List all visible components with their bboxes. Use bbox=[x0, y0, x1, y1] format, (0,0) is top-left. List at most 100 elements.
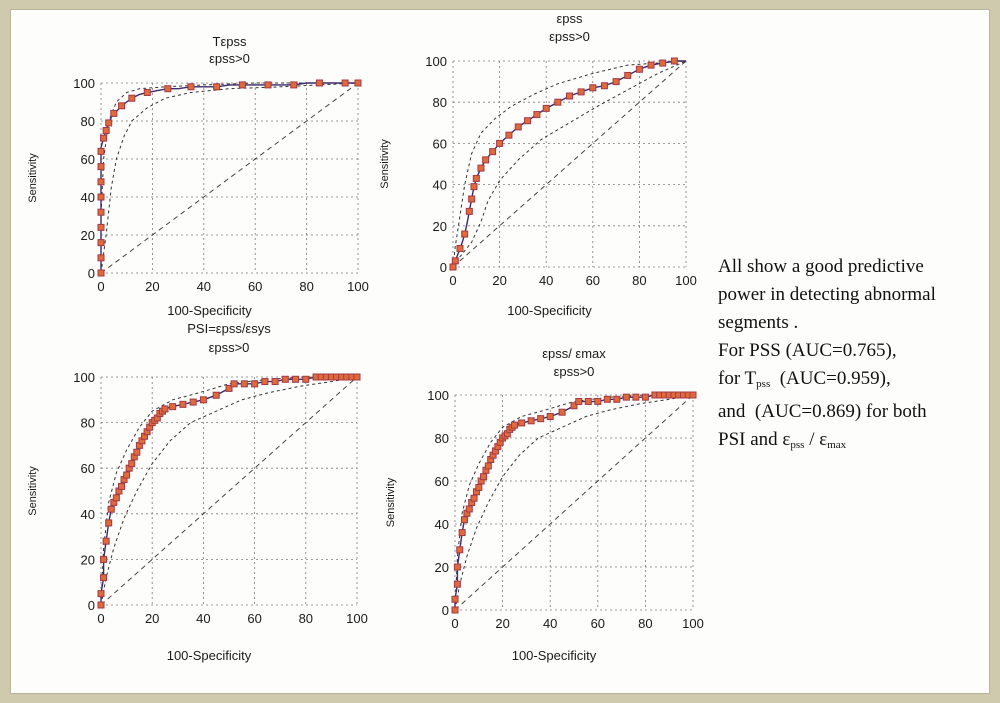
roc-point bbox=[461, 230, 469, 238]
x-tick-label: 20 bbox=[145, 279, 159, 294]
x-axis-label: 100-Specificity bbox=[512, 648, 597, 663]
chart-title-line: εpss/ εmax bbox=[542, 346, 606, 361]
roc-point bbox=[112, 494, 120, 502]
ci-upper-curve bbox=[452, 60, 687, 268]
roc-point bbox=[240, 380, 248, 388]
roc-point bbox=[271, 378, 279, 386]
caption-line-4: For PSS (AUC=0.765), bbox=[718, 340, 897, 361]
y-axis-label: Sensitivity bbox=[379, 139, 391, 189]
roc-point bbox=[482, 156, 490, 164]
roc-point bbox=[589, 84, 597, 92]
roc-point bbox=[470, 183, 478, 191]
y-tick-label: 60 bbox=[433, 136, 447, 151]
roc-point bbox=[524, 117, 532, 125]
slide-frame bbox=[10, 9, 990, 694]
roc-point bbox=[511, 421, 518, 429]
x-tick-label: 100 bbox=[682, 616, 704, 631]
x-axis-label: 100-Specificity bbox=[507, 303, 592, 318]
y-tick-label: 80 bbox=[435, 431, 449, 446]
y-tick-label: 60 bbox=[81, 461, 95, 476]
y-tick-label: 20 bbox=[81, 552, 95, 567]
x-tick-label: 20 bbox=[495, 616, 509, 631]
reference-diagonal bbox=[100, 376, 358, 606]
roc-point bbox=[496, 139, 504, 147]
caption-tpss-auc: (AUC=0.959), bbox=[770, 368, 891, 389]
roc-chart-epss: εpss εpss>0 0 20 40 60 80 100 0 20 40 60 80 100 100-Sp… bbox=[379, 11, 697, 318]
x-tick-label: 80 bbox=[638, 616, 652, 631]
roc-point bbox=[475, 483, 483, 491]
y-tick-label: 20 bbox=[435, 560, 449, 575]
roc-point bbox=[453, 563, 461, 571]
roc-point bbox=[302, 375, 310, 383]
x-tick-label: 20 bbox=[492, 273, 506, 288]
chart-title-line: εpss>0 bbox=[209, 51, 250, 66]
x-tick-label: 80 bbox=[299, 611, 313, 626]
roc-point bbox=[622, 393, 630, 401]
roc-point bbox=[100, 574, 108, 582]
roc-point bbox=[315, 79, 323, 87]
chart-title-line: Tεpss bbox=[213, 34, 247, 49]
roc-point bbox=[290, 81, 298, 89]
y-tick-label: 100 bbox=[73, 76, 95, 91]
x-tick-label: 40 bbox=[539, 273, 553, 288]
roc-point bbox=[518, 419, 526, 427]
roc-point bbox=[143, 89, 151, 96]
roc-point bbox=[570, 402, 578, 410]
roc-point bbox=[238, 81, 246, 89]
roc-point bbox=[97, 269, 105, 277]
y-tick-label: 20 bbox=[433, 219, 447, 234]
y-tick-label: 40 bbox=[81, 507, 95, 522]
reference-diagonal bbox=[452, 60, 687, 268]
roc-point bbox=[105, 519, 113, 527]
roc-point bbox=[470, 494, 478, 502]
x-tick-label: 0 bbox=[97, 279, 104, 294]
x-tick-label: 20 bbox=[145, 611, 159, 626]
roc-point bbox=[659, 59, 667, 67]
roc-point bbox=[281, 375, 289, 383]
roc-point bbox=[97, 223, 105, 231]
roc-point bbox=[480, 473, 488, 481]
y-tick-label: 40 bbox=[433, 178, 447, 193]
x-tick-label: 100 bbox=[675, 273, 697, 288]
roc-point bbox=[558, 408, 566, 416]
chart-title-line: εpss bbox=[556, 11, 583, 26]
chart-title-line: εpss>0 bbox=[209, 340, 250, 355]
roc-point bbox=[624, 71, 632, 79]
roc-point bbox=[110, 109, 118, 117]
roc-point bbox=[468, 195, 476, 203]
roc-point bbox=[97, 193, 105, 201]
roc-point bbox=[612, 78, 620, 86]
roc-point bbox=[449, 263, 457, 271]
roc-point bbox=[97, 239, 105, 247]
roc-point bbox=[292, 375, 300, 383]
x-tick-label: 60 bbox=[247, 611, 261, 626]
roc-point bbox=[603, 395, 611, 403]
roc-point bbox=[102, 127, 110, 134]
roc-point bbox=[635, 65, 643, 73]
roc-point bbox=[451, 595, 459, 603]
y-axis-label: Sensitivity bbox=[27, 153, 39, 203]
caption-line-5: for Tpss (AUC=0.959), bbox=[718, 365, 998, 398]
caption-line-2: power in detecting abnormal bbox=[718, 284, 936, 305]
y-axis-label: Sensitivity bbox=[27, 466, 39, 516]
x-tick-label: 0 bbox=[97, 611, 104, 626]
roc-point bbox=[472, 174, 480, 182]
roc-point bbox=[533, 111, 541, 119]
roc-point bbox=[251, 380, 259, 388]
roc-point bbox=[117, 482, 125, 490]
x-tick-label: 60 bbox=[591, 616, 605, 631]
caption-line-1: All show a good predictive bbox=[718, 256, 924, 277]
y-tick-label: 40 bbox=[435, 517, 449, 532]
roc-point bbox=[689, 391, 697, 399]
roc-point bbox=[169, 403, 177, 411]
roc-chart-psi: PSI=εpss/εsys εpss>0 0 20 40 60 80 100 0 20 40 60 80… bbox=[27, 321, 368, 663]
roc-point bbox=[489, 148, 497, 156]
roc-point bbox=[353, 373, 361, 381]
x-tick-label: 60 bbox=[586, 273, 600, 288]
roc-point bbox=[187, 83, 195, 91]
roc-point bbox=[123, 471, 131, 479]
x-tick-label: 80 bbox=[299, 279, 313, 294]
caption-psi-mid: / ε bbox=[804, 429, 828, 450]
x-tick-label: 40 bbox=[196, 611, 210, 626]
ci-lower-curve bbox=[452, 60, 687, 268]
